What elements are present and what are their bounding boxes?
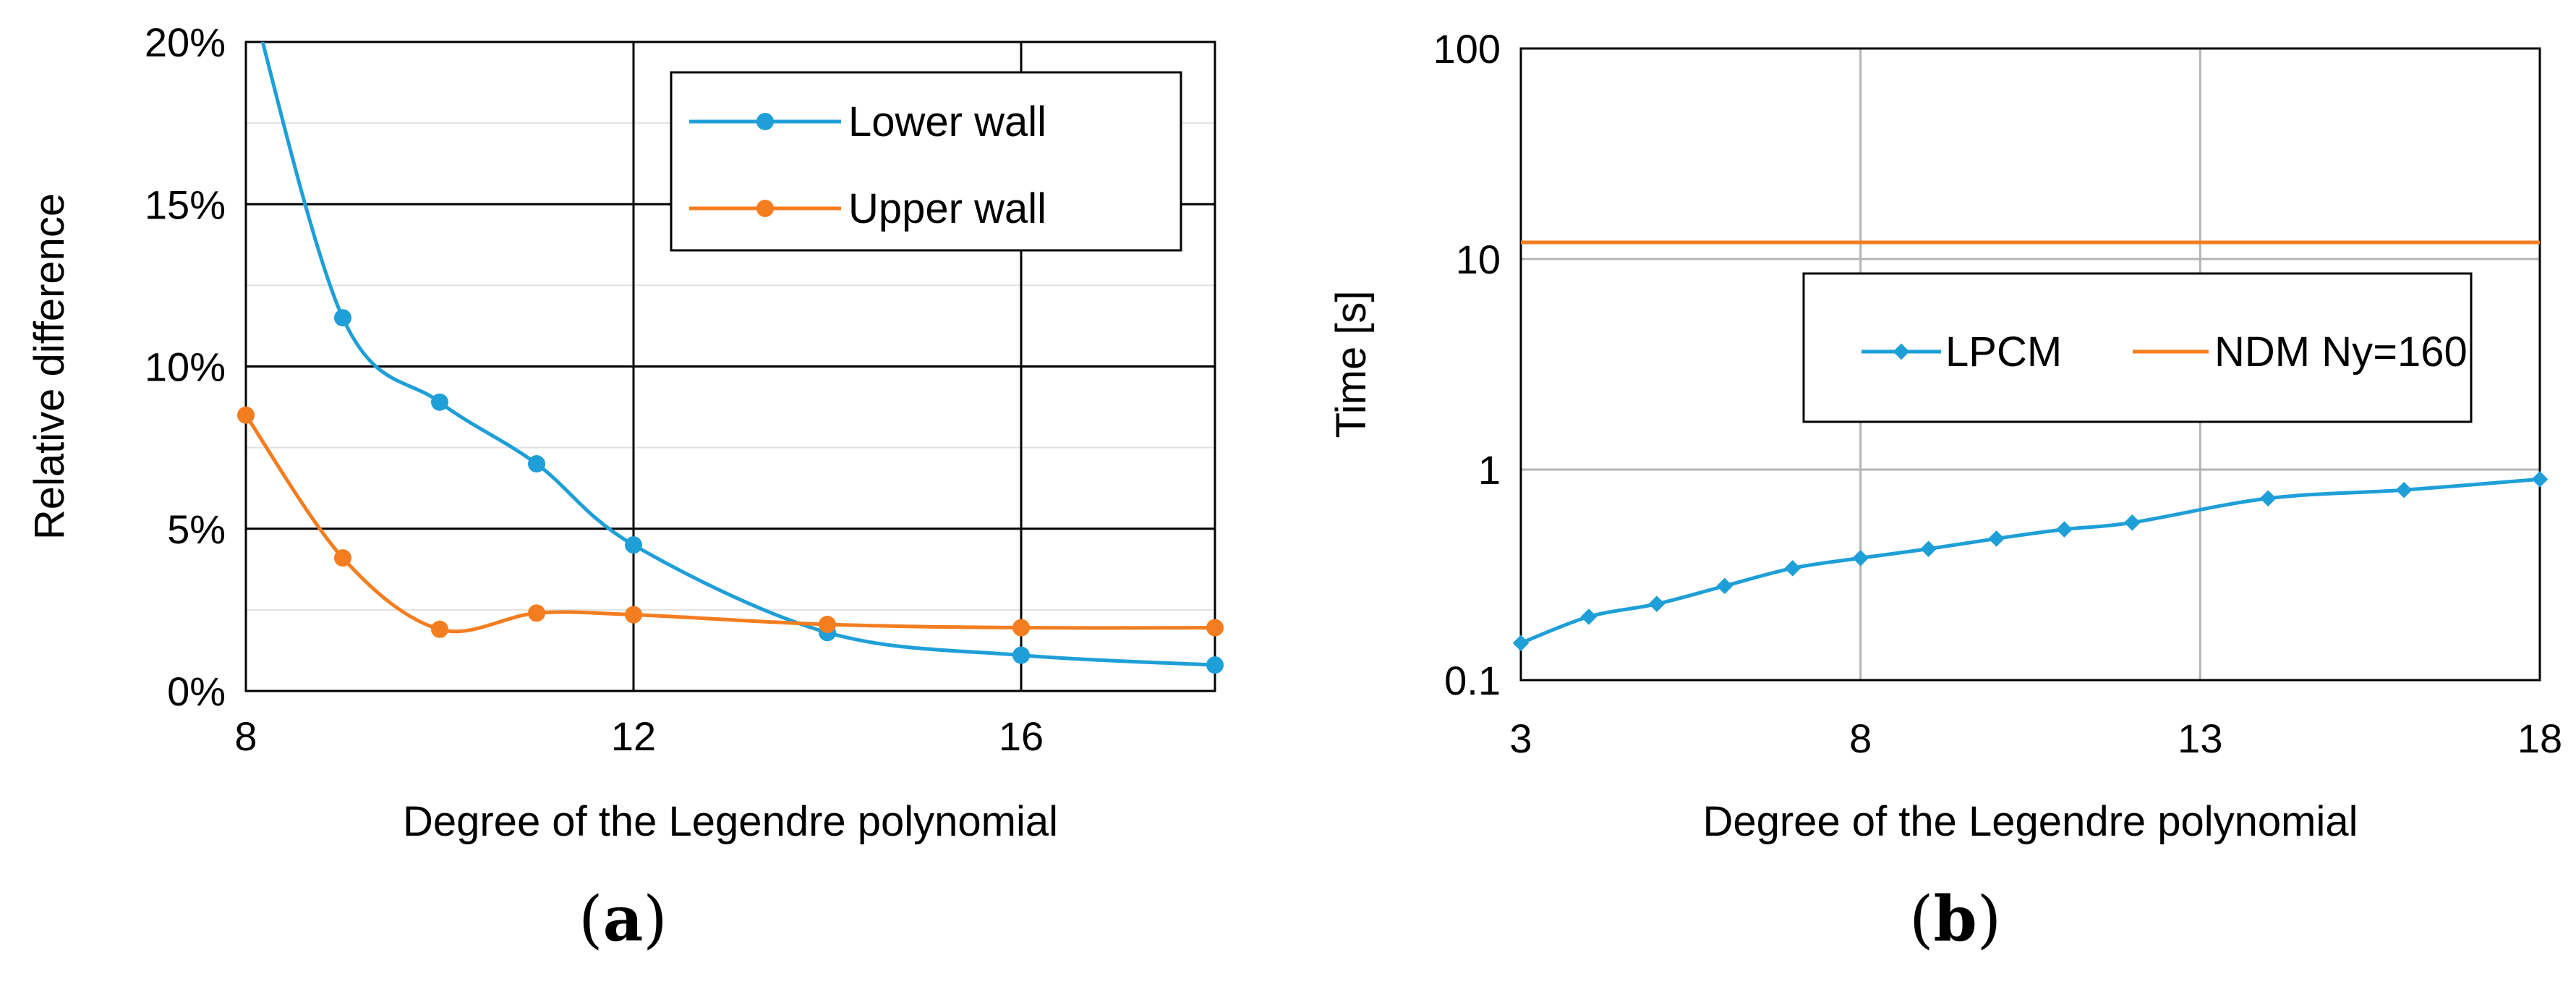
data-point (625, 536, 642, 554)
data-point (1206, 656, 1224, 674)
data-point (334, 549, 351, 567)
data-point (237, 406, 255, 424)
y-tick-label: 15% (145, 182, 226, 227)
legend-marker (756, 200, 774, 217)
y-axis-title: Time [s] (1328, 290, 1375, 438)
x-axis-title: Degree of the Legendre polynomial (403, 798, 1058, 845)
legend-box (1802, 272, 2473, 423)
plot-frame (244, 41, 1216, 692)
data-point (1852, 549, 1869, 567)
panel-b: 0.1 1 10 100 3 8 13 18 Degree of the Legendre po… (1328, 26, 2562, 845)
y-tick-label: 100 (1433, 26, 1501, 72)
x-tick-label: 16 (999, 713, 1044, 759)
data-point (528, 604, 545, 622)
series-line-0 (260, 42, 1215, 667)
data-point (1920, 540, 1937, 557)
plot-frame (1519, 47, 2541, 682)
y-tick-label: 0.1 (1444, 658, 1501, 703)
data-point (2395, 481, 2413, 499)
legend-label: LPCM (1945, 328, 2062, 376)
data-point (1648, 595, 1666, 613)
caption-a: (a) (579, 883, 668, 956)
caption-b: (b) (1909, 883, 2002, 956)
data-point (1580, 608, 1598, 625)
y-tick-label: 5% (167, 506, 226, 552)
data-point (1988, 530, 2005, 547)
y-tick-label: 10 (1456, 237, 1501, 282)
legend-marker (756, 113, 774, 130)
data-point (528, 455, 545, 473)
x-tick-label: 8 (1849, 716, 1872, 761)
series-line-0 (1520, 477, 2541, 645)
legend-label: Lower wall (848, 98, 1046, 145)
data-point (625, 606, 642, 624)
data-point (819, 616, 836, 634)
x-tick-label: 18 (2517, 716, 2562, 761)
data-point (1716, 577, 1733, 595)
legend-label: Upper wall (848, 185, 1046, 232)
data-point (1512, 635, 1530, 652)
data-point (1206, 619, 1224, 637)
y-axis-title: Relative difference (26, 193, 73, 540)
y-tick-label: 20% (145, 20, 226, 65)
data-point (2259, 490, 2277, 507)
legend-marker (1893, 343, 1910, 360)
data-point (431, 393, 448, 411)
y-tick-label: 0% (167, 669, 226, 714)
data-point (1784, 560, 1801, 577)
y-tick-label: 10% (145, 344, 226, 390)
legend-label: NDM Ny=160 (2214, 328, 2468, 376)
x-tick-label: 8 (234, 713, 257, 759)
data-point (431, 620, 448, 638)
legend-box (670, 71, 1182, 252)
data-point (334, 309, 351, 327)
legend: Lower wall Upper wall (670, 71, 1182, 252)
data-point (2056, 521, 2073, 538)
y-tick-label: 1 (1478, 447, 1501, 493)
x-tick-label: 12 (611, 713, 656, 759)
x-axis-title: Degree of the Legendre polynomial (1702, 798, 2358, 845)
x-tick-label: 3 (1509, 716, 1532, 761)
data-point (1012, 646, 1030, 664)
x-tick-label: 13 (2178, 716, 2222, 761)
panel-a: 0% 5% 10% 15% 20% 8 12 16 Degree of the Legendre… (26, 20, 1224, 845)
data-point (1012, 619, 1030, 637)
legend: LPCM NDM Ny=160 (1802, 272, 2473, 423)
data-point (2124, 514, 2141, 531)
data-point (2531, 471, 2549, 488)
